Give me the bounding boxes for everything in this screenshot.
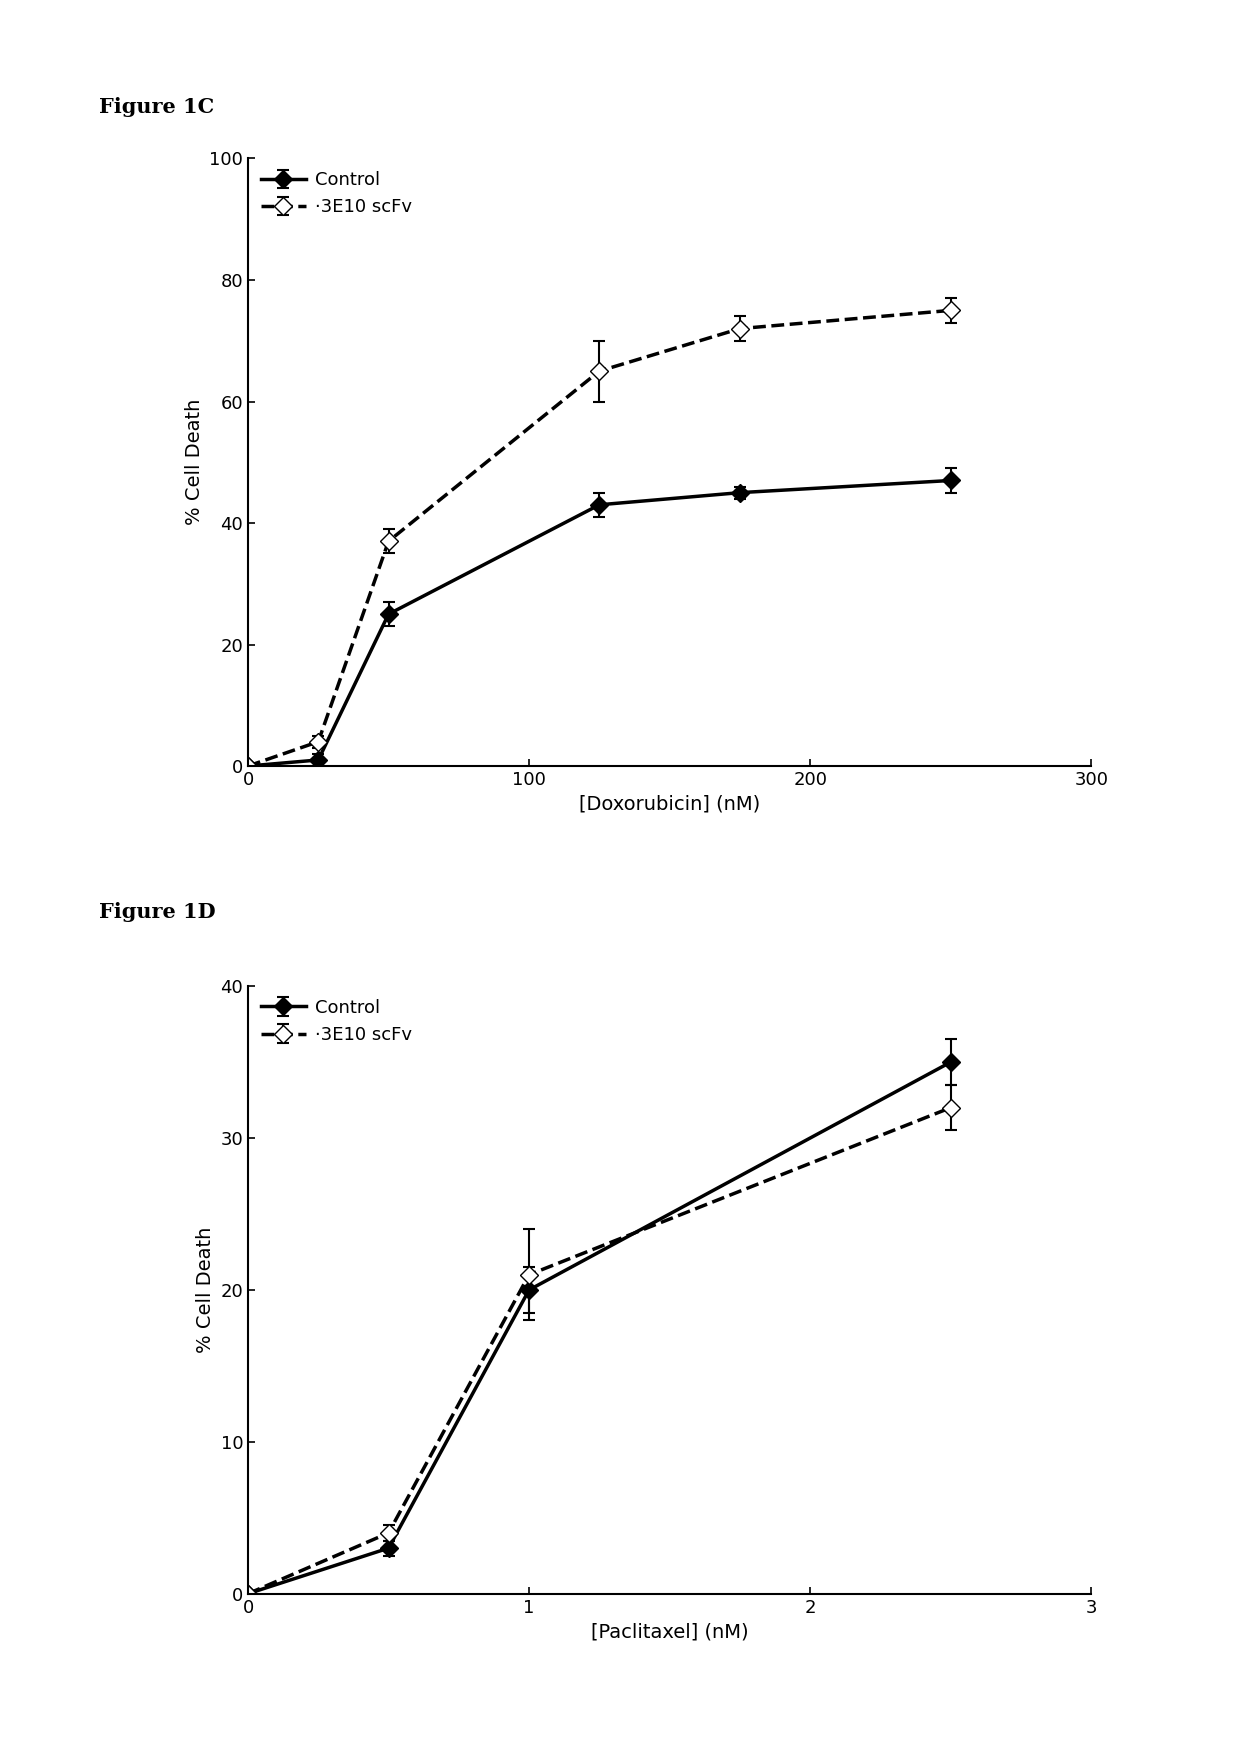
Text: Figure 1C: Figure 1C (99, 97, 215, 116)
Legend: Control, ·3E10 scFv: Control, ·3E10 scFv (257, 995, 415, 1048)
X-axis label: [Doxorubicin] (nM): [Doxorubicin] (nM) (579, 794, 760, 814)
Y-axis label: % Cell Death: % Cell Death (185, 400, 203, 525)
Legend: Control, ·3E10 scFv: Control, ·3E10 scFv (257, 167, 415, 220)
X-axis label: [Paclitaxel] (nM): [Paclitaxel] (nM) (590, 1622, 749, 1641)
Y-axis label: % Cell Death: % Cell Death (196, 1227, 215, 1352)
Text: Figure 1D: Figure 1D (99, 902, 216, 921)
